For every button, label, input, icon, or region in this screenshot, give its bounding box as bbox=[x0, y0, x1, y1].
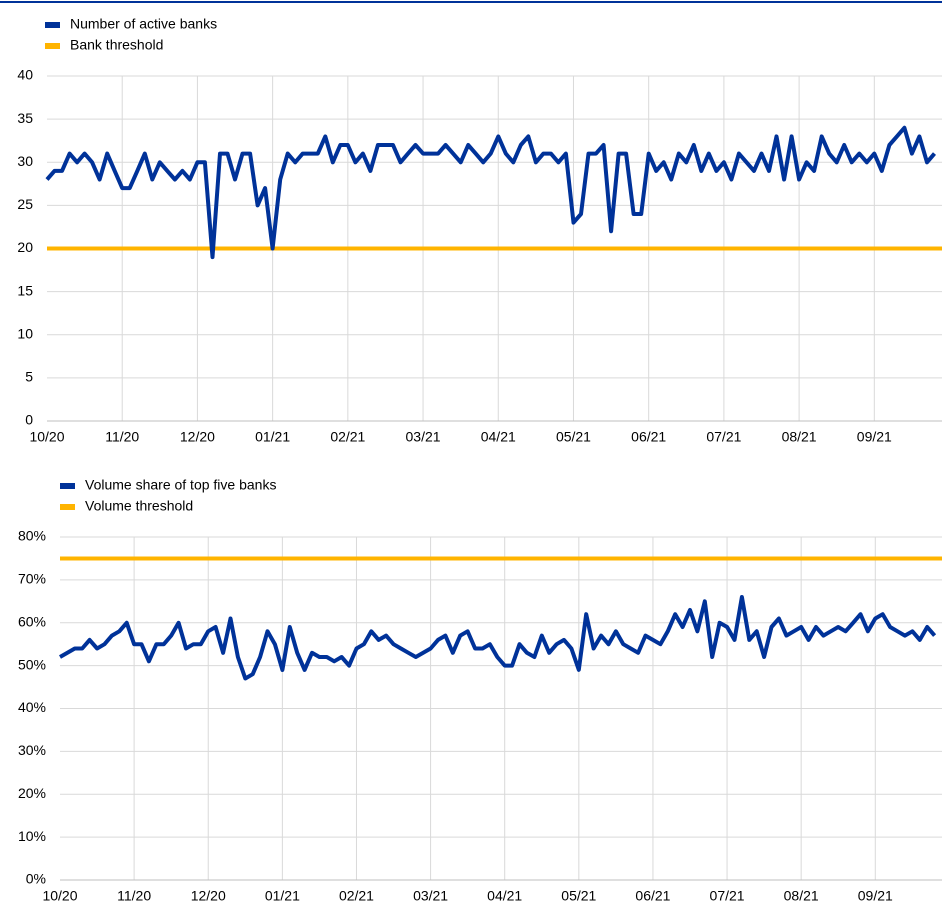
legend-swatch bbox=[45, 22, 60, 28]
x-tick-label: 04/21 bbox=[487, 888, 522, 904]
legend-swatch bbox=[60, 483, 75, 489]
legend-swatch bbox=[45, 43, 60, 49]
y-tick-label: 10% bbox=[18, 828, 46, 844]
y-tick-label: 80% bbox=[18, 528, 46, 544]
x-tick-label: 07/21 bbox=[710, 888, 745, 904]
x-tick-label: 10/20 bbox=[29, 429, 64, 445]
y-tick-label: 60% bbox=[18, 613, 46, 629]
legend-swatch bbox=[60, 504, 75, 510]
x-tick-label: 07/21 bbox=[706, 429, 741, 445]
y-tick-label: 15 bbox=[17, 282, 33, 298]
x-tick-label: 05/21 bbox=[561, 888, 596, 904]
y-tick-label: 35 bbox=[17, 110, 33, 126]
y-tick-label: 20 bbox=[17, 239, 33, 255]
y-tick-label: 70% bbox=[18, 571, 46, 587]
x-tick-label: 12/20 bbox=[191, 888, 226, 904]
legend-label: Number of active banks bbox=[70, 16, 217, 32]
legend-label: Bank threshold bbox=[70, 37, 163, 53]
x-tick-label: 02/21 bbox=[339, 888, 374, 904]
x-tick-label: 06/21 bbox=[635, 888, 670, 904]
x-tick-label: 11/20 bbox=[105, 429, 139, 445]
data-line bbox=[59, 595, 937, 681]
x-tick-label: 11/20 bbox=[117, 888, 151, 904]
y-tick-label: 50% bbox=[18, 656, 46, 672]
x-tick-label: 10/20 bbox=[42, 888, 77, 904]
y-tick-label: 10 bbox=[17, 325, 33, 341]
x-tick-label: 04/21 bbox=[481, 429, 516, 445]
x-tick-label: 01/21 bbox=[265, 888, 300, 904]
x-tick-label: 01/21 bbox=[255, 429, 290, 445]
y-tick-label: 25 bbox=[17, 196, 33, 212]
legend-label: Volume share of top five banks bbox=[85, 477, 276, 493]
legend-label: Volume threshold bbox=[85, 498, 193, 514]
x-tick-label: 09/21 bbox=[858, 888, 893, 904]
y-tick-label: 5 bbox=[25, 369, 33, 385]
data-line bbox=[45, 125, 937, 260]
y-tick-label: 0 bbox=[25, 412, 33, 428]
x-tick-label: 03/21 bbox=[406, 429, 441, 445]
x-tick-label: 06/21 bbox=[631, 429, 666, 445]
y-tick-label: 40% bbox=[18, 699, 46, 715]
y-tick-label: 30% bbox=[18, 742, 46, 758]
x-tick-label: 08/21 bbox=[784, 888, 819, 904]
x-tick-label: 05/21 bbox=[556, 429, 591, 445]
x-tick-label: 02/21 bbox=[330, 429, 365, 445]
y-tick-label: 20% bbox=[18, 785, 46, 801]
x-tick-label: 12/20 bbox=[180, 429, 215, 445]
x-tick-label: 03/21 bbox=[413, 888, 448, 904]
y-tick-label: 0% bbox=[26, 871, 46, 887]
y-tick-label: 40 bbox=[17, 67, 33, 83]
x-tick-label: 08/21 bbox=[782, 429, 817, 445]
x-tick-label: 09/21 bbox=[857, 429, 892, 445]
y-tick-label: 30 bbox=[17, 153, 33, 169]
